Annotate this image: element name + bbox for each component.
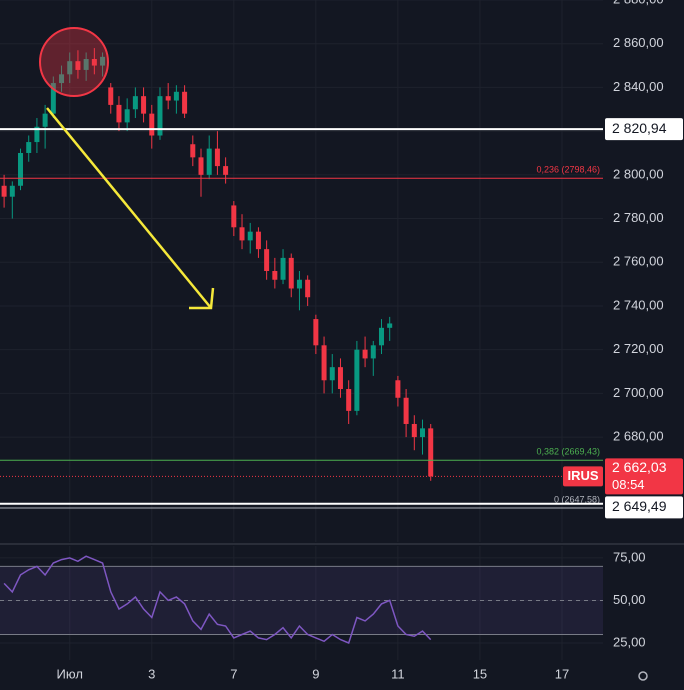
candle-body [34,126,40,143]
candle-body [247,231,253,241]
x-tick-label: Июл [57,666,83,681]
candle-body [428,428,434,477]
candle-body [190,144,196,158]
candle-body [157,96,163,136]
candle-body [231,205,237,228]
y-tick-label: 2 800,00 [613,166,664,181]
candle-body [264,249,270,271]
price-tag [605,496,683,519]
candle-body [214,148,220,167]
candle-body [42,113,48,127]
candle-body [67,61,73,75]
candle-body [132,96,138,110]
candle-body [165,96,171,101]
y-tick-label: 2 780,00 [613,210,664,225]
trend-arrow [46,107,215,310]
candle-body [288,257,294,289]
candle-body [100,56,106,66]
last-price-label: 2 662,03 [612,459,667,475]
candle-body [173,91,179,101]
candle-body [411,423,417,438]
candle-body [387,323,393,328]
candle-body [346,389,352,411]
candle-body [420,428,426,438]
candle-body [321,345,327,381]
x-tick-label: 17 [555,666,569,681]
y-tick-label: 75,00 [613,549,646,564]
price-tag-label: 2 649,49 [612,498,667,514]
candle-body [206,148,212,175]
y-tick-label: 2 860,00 [613,35,664,50]
y-tick-label: 50,00 [613,592,646,607]
candle-body [9,185,15,197]
candle-body [182,91,188,114]
candle-body [223,166,229,175]
candle-body [296,279,302,289]
x-tick-label: 7 [230,666,237,681]
rsi-line [3,555,432,645]
x-tick-label: 11 [391,666,405,681]
y-tick-label: 2 700,00 [613,385,664,400]
candle-body [50,83,56,114]
candle-body [91,59,97,66]
candle-body [395,380,401,398]
rsi-band [0,566,603,635]
candle-body [255,231,261,250]
candle-body [1,185,7,197]
candle-body [83,59,89,70]
price-tag [605,118,683,141]
candle-body [18,152,24,186]
candle-body [354,349,360,411]
candle-body [403,397,409,424]
last-price-tag [605,458,683,495]
fib-label: 0 (2647,58) [554,494,600,504]
candle-body [337,367,343,390]
y-tick-label: 25,00 [613,634,646,649]
y-tick-label: 2 740,00 [613,297,664,312]
x-tick-label: 15 [473,666,487,681]
y-tick-label: 2 880,00 [613,0,664,6]
symbol-label: IRUS [567,468,598,483]
candle-body [141,96,147,114]
candle-body [75,61,81,70]
candle-body [239,227,245,241]
y-tick-label: 2 760,00 [613,254,664,269]
price-tag-label: 2 820,94 [612,120,667,136]
candle-body [280,257,286,280]
candle-body [108,87,114,105]
candle-body [26,142,32,153]
candle-body [370,345,376,359]
highlight-circle [39,27,109,97]
candle-body [198,157,204,175]
candle-body [362,349,368,359]
y-tick-label: 2 720,00 [613,341,664,356]
fib-label: 0,236 (2798,46) [536,165,600,175]
fib-label: 0,382 (2669,43) [536,447,600,457]
candle-body [378,327,384,346]
candle-body [272,271,278,280]
candle-body [329,367,335,381]
countdown: 08:54 [612,477,645,492]
candle-body [116,104,122,123]
y-tick-label: 2 680,00 [613,429,664,444]
candle-body [124,109,130,123]
candle-body [59,74,65,84]
symbol-tag [563,466,603,487]
x-tick-label: 3 [148,666,155,681]
y-tick-label: 2 840,00 [613,79,664,94]
candle-body [149,113,155,136]
candle-body [313,319,319,346]
x-tick-label: 9 [312,666,319,681]
settings-icon[interactable] [638,671,648,681]
candle-body [305,279,311,298]
